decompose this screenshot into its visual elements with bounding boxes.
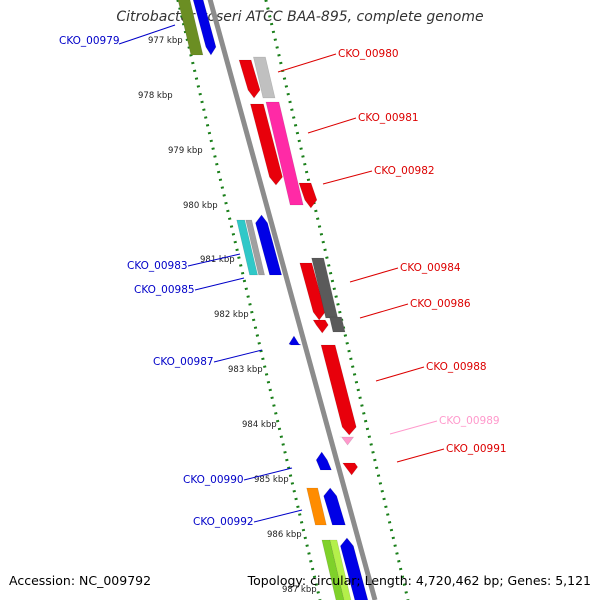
gene-leader-line xyxy=(322,170,373,185)
gene-label: CKO_00981 xyxy=(358,112,419,124)
gene-block-blue xyxy=(288,335,302,346)
scale-tick-label: 979 kbp xyxy=(168,146,203,156)
gene-block-blue xyxy=(192,0,217,56)
gene-block-blue xyxy=(255,214,283,276)
genome-backbone xyxy=(207,0,378,600)
gene-block-red xyxy=(238,59,261,99)
scale-tick-label: 986 kbp xyxy=(267,530,302,540)
gene-label: CKO_00979 xyxy=(59,35,120,47)
gene-block-red xyxy=(299,262,326,321)
scale-tick-label: 985 kbp xyxy=(254,475,289,485)
gene-block-lightgreen xyxy=(329,539,352,600)
gene-leader-line xyxy=(359,303,409,319)
gene-leader-line xyxy=(243,467,293,481)
gene-block-cyan xyxy=(236,219,259,276)
gene-block-lightpink xyxy=(339,436,355,446)
gene-block-red xyxy=(342,462,358,476)
gene-leader-line xyxy=(389,420,438,435)
gene-leader-line xyxy=(253,509,303,523)
gene-leader-line xyxy=(118,24,176,45)
gene-label: CKO_00988 xyxy=(426,361,487,373)
scale-tick-label: 983 kbp xyxy=(228,365,263,375)
scale-tick-label: 981 kbp xyxy=(200,255,235,265)
topology-label: Topology: circular; Length: 4,720,462 bp… xyxy=(247,573,591,588)
gene-block-blue xyxy=(315,451,332,471)
gene-block-pink xyxy=(265,101,304,206)
gene-block-blue xyxy=(340,537,369,600)
gene-leader-line xyxy=(194,277,245,291)
gene-block-olive xyxy=(177,0,204,56)
gene-block-red xyxy=(320,344,357,436)
gene-label: CKO_00991 xyxy=(446,443,507,455)
gene-label: CKO_00990 xyxy=(183,474,244,486)
gene-block-lightgray xyxy=(253,56,276,99)
gene-block-gray xyxy=(245,219,266,276)
gene-leader-line xyxy=(375,366,425,382)
scale-line-right xyxy=(264,0,410,600)
gene-block-blue xyxy=(323,487,346,526)
gene-label: CKO_00992 xyxy=(193,516,254,528)
scale-tick-label: 980 kbp xyxy=(183,201,218,211)
gene-label: CKO_00980 xyxy=(338,48,399,60)
scale-tick-label: 982 kbp xyxy=(214,310,249,320)
gene-block-red xyxy=(298,182,318,209)
gene-label: CKO_00983 xyxy=(127,260,188,272)
gene-leader-line xyxy=(349,267,399,283)
gene-label: CKO_00986 xyxy=(410,298,471,310)
gene-label: CKO_00982 xyxy=(374,165,435,177)
gene-label: CKO_00987 xyxy=(153,356,214,368)
gene-label: CKO_00984 xyxy=(400,262,461,274)
gene-leader-line xyxy=(277,53,337,73)
gene-leader-line xyxy=(187,253,241,267)
gene-block-red xyxy=(250,103,283,186)
gene-block-green xyxy=(321,539,345,600)
accession-label: Accession: NC_009792 xyxy=(9,573,152,588)
scale-tick-label: 984 kbp xyxy=(242,420,277,430)
scale-tick-label: 977 kbp xyxy=(148,36,183,46)
gene-block-orange xyxy=(306,487,327,526)
gene-leader-line xyxy=(307,117,357,134)
scale-tick-label: 978 kbp xyxy=(138,91,173,101)
gene-label: CKO_00985 xyxy=(134,284,195,296)
scale-line-left xyxy=(176,0,322,600)
scale-tick-label: 987 kbp xyxy=(282,585,317,595)
gene-block-red xyxy=(312,319,329,334)
gene-block-darkgray xyxy=(329,316,346,333)
gene-leader-line xyxy=(396,448,445,463)
gene-leader-line xyxy=(213,349,263,363)
gene-label: CKO_00989 xyxy=(439,415,500,427)
